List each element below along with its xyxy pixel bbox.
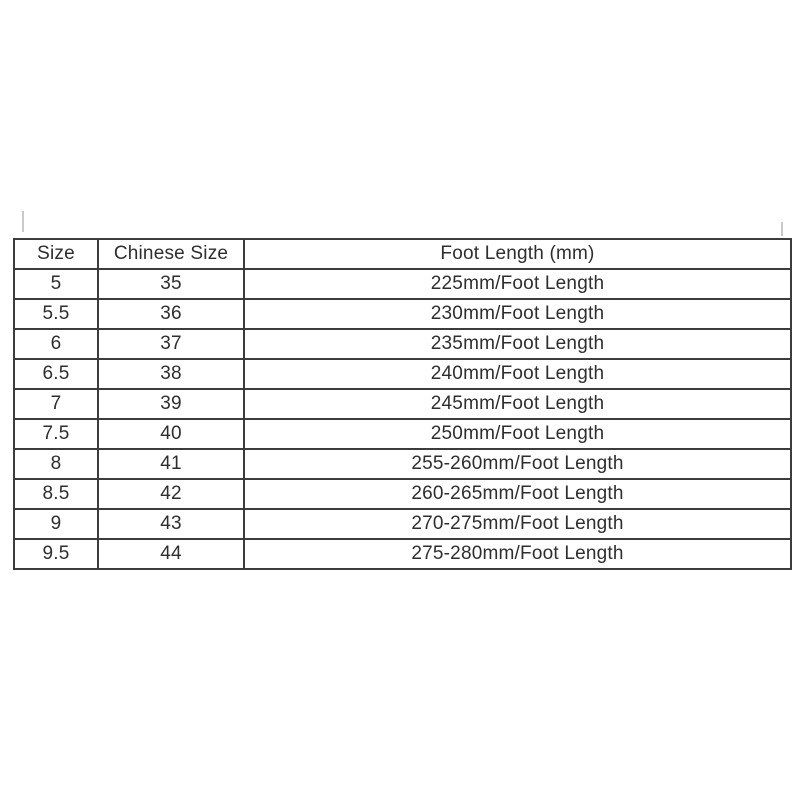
chinese-size-cell: 36 bbox=[97, 298, 245, 330]
size-cell: 9.5 bbox=[13, 538, 99, 570]
foot-length-cell: 235mm/Foot Length bbox=[243, 328, 792, 360]
column-header-foot-length: Foot Length (mm) bbox=[243, 238, 792, 270]
size-cell: 6.5 bbox=[13, 358, 99, 390]
foot-length-cell: 260-265mm/Foot Length bbox=[243, 478, 792, 510]
chinese-size-cell: 38 bbox=[97, 358, 245, 390]
table-row: 6 37 235mm/Foot Length bbox=[13, 328, 792, 360]
size-cell: 7 bbox=[13, 388, 99, 420]
chinese-size-cell: 35 bbox=[97, 268, 245, 300]
column-header-chinese-size: Chinese Size bbox=[97, 238, 245, 270]
table-row: 9 43 270-275mm/Foot Length bbox=[13, 508, 792, 540]
chinese-size-cell: 41 bbox=[97, 448, 245, 480]
foot-length-cell: 275-280mm/Foot Length bbox=[243, 538, 792, 570]
table-header-row: Size Chinese Size Foot Length (mm) bbox=[13, 238, 792, 270]
size-cell: 6 bbox=[13, 328, 99, 360]
size-cell: 7.5 bbox=[13, 418, 99, 450]
foot-length-cell: 230mm/Foot Length bbox=[243, 298, 792, 330]
foot-length-cell: 255-260mm/Foot Length bbox=[243, 448, 792, 480]
table-row: 9.5 44 275-280mm/Foot Length bbox=[13, 538, 792, 570]
table-row: 5.5 36 230mm/Foot Length bbox=[13, 298, 792, 330]
size-cell: 8.5 bbox=[13, 478, 99, 510]
chinese-size-cell: 40 bbox=[97, 418, 245, 450]
table-row: 5 35 225mm/Foot Length bbox=[13, 268, 792, 300]
size-cell: 9 bbox=[13, 508, 99, 540]
size-cell: 5.5 bbox=[13, 298, 99, 330]
chinese-size-cell: 43 bbox=[97, 508, 245, 540]
chinese-size-cell: 44 bbox=[97, 538, 245, 570]
foot-length-cell: 270-275mm/Foot Length bbox=[243, 508, 792, 540]
table-row: 6.5 38 240mm/Foot Length bbox=[13, 358, 792, 390]
corner-mark-right bbox=[781, 222, 783, 236]
chinese-size-cell: 39 bbox=[97, 388, 245, 420]
chinese-size-cell: 42 bbox=[97, 478, 245, 510]
size-cell: 5 bbox=[13, 268, 99, 300]
column-header-size: Size bbox=[13, 238, 99, 270]
table-row: 7.5 40 250mm/Foot Length bbox=[13, 418, 792, 450]
foot-length-cell: 245mm/Foot Length bbox=[243, 388, 792, 420]
corner-mark-left bbox=[22, 211, 24, 232]
table-row: 8 41 255-260mm/Foot Length bbox=[13, 448, 792, 480]
foot-length-cell: 240mm/Foot Length bbox=[243, 358, 792, 390]
foot-length-cell: 250mm/Foot Length bbox=[243, 418, 792, 450]
foot-length-cell: 225mm/Foot Length bbox=[243, 268, 792, 300]
size-cell: 8 bbox=[13, 448, 99, 480]
chinese-size-cell: 37 bbox=[97, 328, 245, 360]
shoe-size-table: Size Chinese Size Foot Length (mm) 5 35 … bbox=[13, 238, 792, 570]
table-row: 7 39 245mm/Foot Length bbox=[13, 388, 792, 420]
table-row: 8.5 42 260-265mm/Foot Length bbox=[13, 478, 792, 510]
